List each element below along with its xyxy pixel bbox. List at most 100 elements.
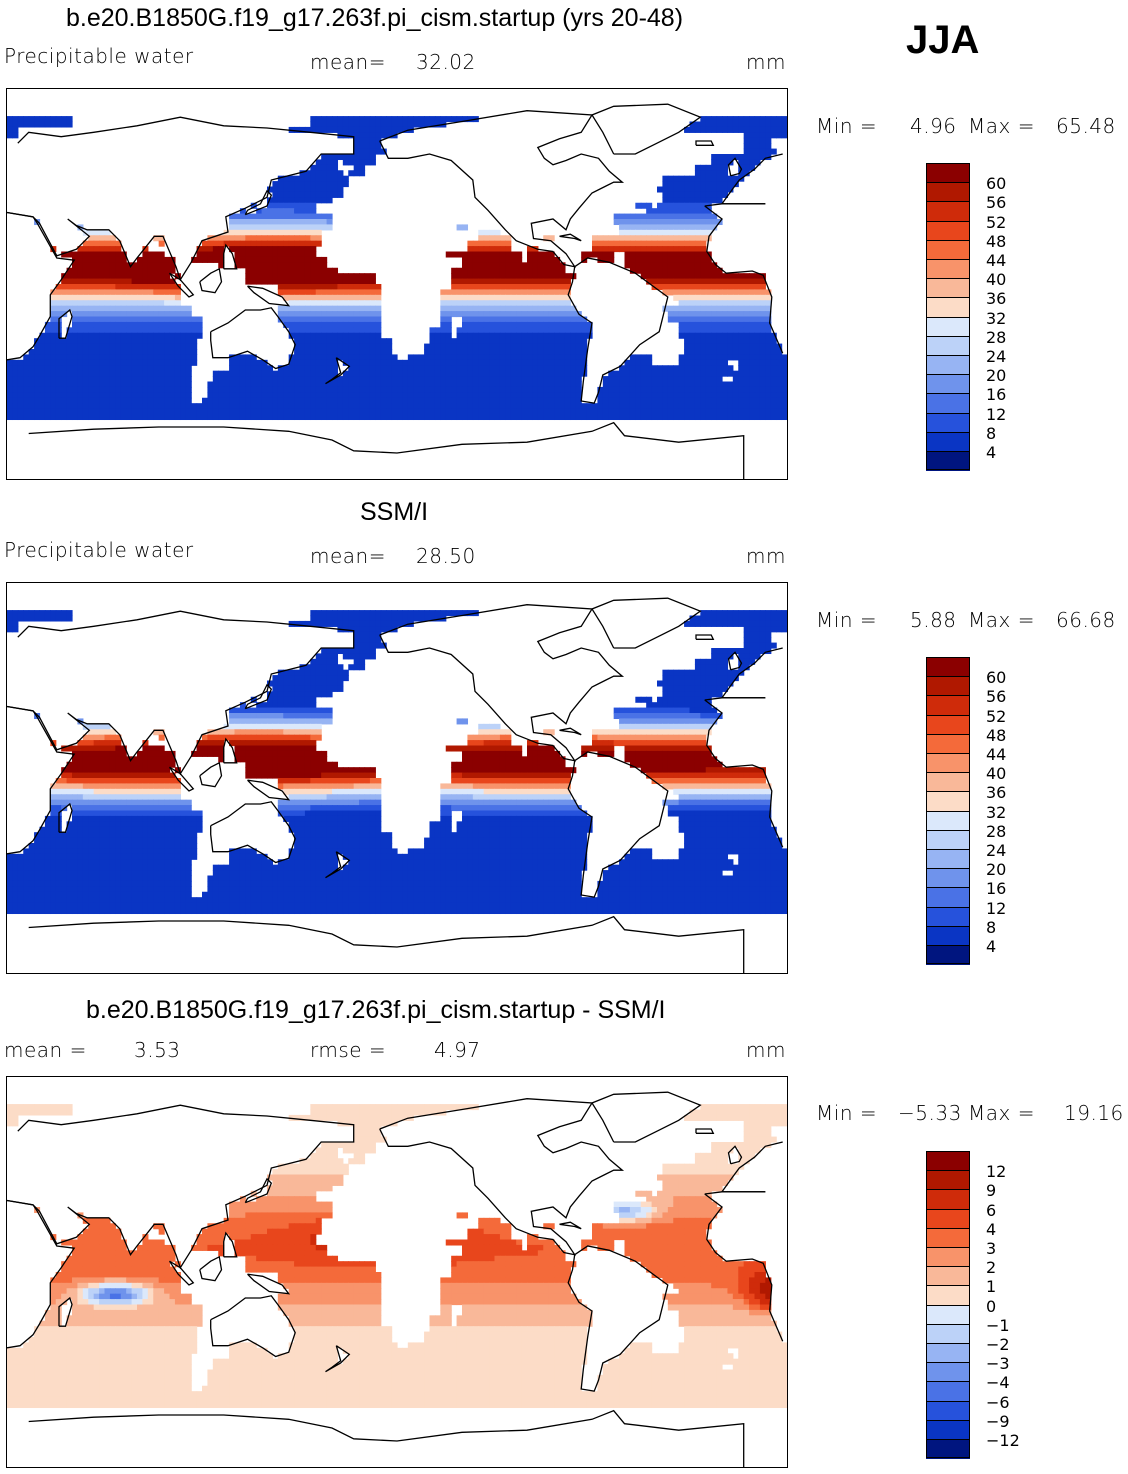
map-cell xyxy=(267,256,274,263)
map-cell xyxy=(234,354,241,361)
map-cell xyxy=(510,294,517,301)
map-cell xyxy=(689,343,696,350)
map-cell xyxy=(505,262,512,269)
map-cell xyxy=(700,191,707,198)
map-cell xyxy=(505,327,512,334)
map-cell xyxy=(694,376,701,383)
map-cell xyxy=(72,251,79,258)
map-cell xyxy=(705,658,712,665)
map-cell xyxy=(310,669,317,676)
map-cell xyxy=(554,327,561,334)
map-cell xyxy=(429,403,436,410)
coastline-australia xyxy=(210,307,296,370)
map-cell xyxy=(716,191,723,198)
map-cell xyxy=(510,370,517,377)
map-cell xyxy=(353,305,360,312)
map-cell xyxy=(613,213,620,220)
map-cell xyxy=(256,397,263,404)
map-cell xyxy=(212,729,219,736)
map-cell xyxy=(77,278,84,285)
map-cell xyxy=(510,278,517,285)
map-cell xyxy=(294,343,301,350)
map-cell xyxy=(185,311,192,318)
map-cell xyxy=(684,675,691,682)
map-cell xyxy=(115,381,122,388)
map-cell xyxy=(651,386,658,393)
map-cell xyxy=(158,729,165,736)
map-cell xyxy=(277,729,284,736)
map-cell xyxy=(164,273,171,280)
map-cell xyxy=(489,729,496,736)
map-cell xyxy=(667,386,674,393)
map-cell xyxy=(321,376,328,383)
map-cell xyxy=(256,392,263,399)
map-cell xyxy=(256,745,263,752)
map-cell xyxy=(104,376,111,383)
map-cell xyxy=(759,300,766,307)
map-cell xyxy=(375,610,382,617)
map-cell xyxy=(315,305,322,312)
map-cell xyxy=(332,354,339,361)
map-cell xyxy=(61,116,68,123)
map-cell xyxy=(364,620,371,627)
panel-1-units: mm xyxy=(746,50,786,74)
map-cell xyxy=(174,414,181,421)
map-cell xyxy=(521,311,528,318)
map-cell xyxy=(700,235,707,242)
map-cell xyxy=(592,414,599,421)
map-cell xyxy=(424,408,431,415)
map-cell xyxy=(82,403,89,410)
map-cell xyxy=(738,154,745,161)
map-cell xyxy=(445,338,452,345)
map-cell xyxy=(608,381,615,388)
map-cell xyxy=(191,349,198,356)
map-cell xyxy=(164,338,171,345)
map-cell xyxy=(554,414,561,421)
map-cell xyxy=(180,392,187,399)
map-cell xyxy=(662,273,669,280)
map-cell xyxy=(684,403,691,410)
map-cell xyxy=(256,219,263,226)
map-cell xyxy=(82,343,89,350)
map-cell xyxy=(462,262,469,269)
map-cell xyxy=(727,332,734,339)
map-cell xyxy=(164,343,171,350)
map-cell xyxy=(440,354,447,361)
map-cell xyxy=(82,338,89,345)
map-cell xyxy=(104,365,111,372)
map-cell xyxy=(66,397,73,404)
map-cell xyxy=(88,349,95,356)
map-cell xyxy=(759,365,766,372)
map-cell xyxy=(564,311,571,318)
map-cell xyxy=(348,349,355,356)
map-cell xyxy=(359,154,366,161)
map-cell xyxy=(694,267,701,274)
map-cell xyxy=(727,648,734,655)
map-cell xyxy=(104,740,111,747)
map-cell xyxy=(716,273,723,280)
map-cell xyxy=(711,370,718,377)
map-cell xyxy=(304,235,311,242)
map-cell xyxy=(299,664,306,671)
map-cell xyxy=(66,121,73,128)
map-cell xyxy=(483,381,490,388)
map-cell xyxy=(82,256,89,263)
map-cell xyxy=(375,392,382,399)
map-cell xyxy=(218,408,225,415)
map-cell xyxy=(375,359,382,366)
map-cell xyxy=(624,386,631,393)
map-cell xyxy=(359,148,366,155)
map-cell xyxy=(299,696,306,703)
map-cell xyxy=(397,386,404,393)
map-cell xyxy=(321,116,328,123)
map-cell xyxy=(321,648,328,655)
map-cell xyxy=(359,615,366,622)
map-cell xyxy=(445,403,452,410)
map-cell xyxy=(613,414,620,421)
map-cell xyxy=(391,359,398,366)
map-cell xyxy=(310,370,317,377)
map-cell xyxy=(689,370,696,377)
map-cell xyxy=(445,408,452,415)
map-cell xyxy=(749,278,756,285)
map-cell xyxy=(684,235,691,242)
